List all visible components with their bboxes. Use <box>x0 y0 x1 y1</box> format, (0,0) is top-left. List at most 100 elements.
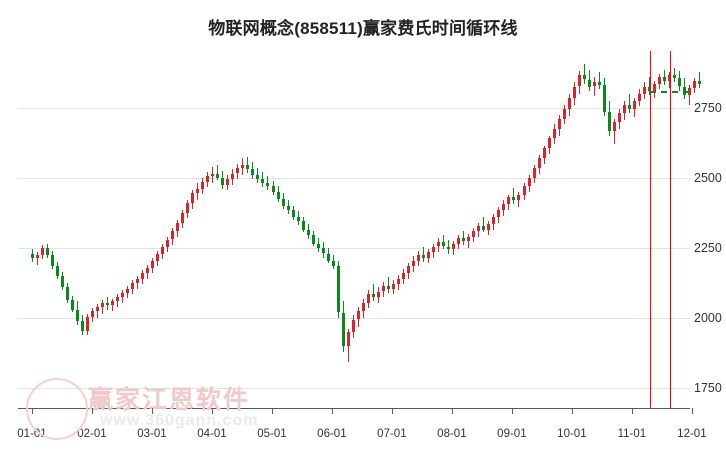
candle-wick <box>674 68 676 83</box>
candle-body <box>502 204 506 210</box>
candle-body <box>492 217 496 225</box>
candle-body <box>542 148 546 159</box>
candle-body <box>567 97 571 109</box>
candle-body <box>592 82 596 87</box>
watermark-url: www.360gann.com <box>100 412 259 429</box>
candle-body <box>472 231 476 237</box>
candle-wick <box>423 246 425 262</box>
plot-area <box>18 51 702 408</box>
candle-body <box>166 239 169 247</box>
candle-wick <box>483 217 485 233</box>
candle-body <box>572 86 576 98</box>
candle-wick <box>36 252 38 265</box>
candle-body <box>386 285 390 289</box>
x-axis-tick-label: 03-01 <box>137 428 167 440</box>
fibonacci-time-line-13 <box>669 51 671 408</box>
candle-body <box>156 253 159 261</box>
x-axis-tick <box>691 408 693 414</box>
candle-body <box>361 302 365 312</box>
candle-body <box>271 186 275 192</box>
candle-body <box>557 118 561 129</box>
candle-body <box>135 278 139 283</box>
candle-body <box>522 186 526 195</box>
candle-body <box>326 253 330 261</box>
candle-body <box>70 299 74 310</box>
candle-body <box>517 194 521 201</box>
candle-wick <box>267 176 269 191</box>
x-axis-tick <box>451 408 453 414</box>
candle-body <box>597 82 601 86</box>
candle-body <box>457 238 461 244</box>
candle-body <box>226 179 230 185</box>
candle-body <box>527 177 531 187</box>
candle-wick <box>513 187 515 205</box>
x-axis-tick-label: 01-01 <box>17 428 47 440</box>
candle-body <box>246 165 250 170</box>
x-axis-tick <box>32 408 33 414</box>
candle-body <box>402 273 405 279</box>
candle-body <box>447 246 451 250</box>
candle-body <box>376 291 380 298</box>
candle-body <box>216 173 220 178</box>
candle-body <box>331 260 335 267</box>
x-axis-tick-label: 02-01 <box>77 428 107 440</box>
candle-body <box>140 273 144 279</box>
candle-body <box>100 302 104 307</box>
chart-title: 物联网概念(858511)赢家费氏时间循环线 <box>208 19 518 38</box>
candle-body <box>663 76 666 81</box>
y-axis-tick-label: 2500 <box>694 170 722 185</box>
candle-body <box>125 288 129 293</box>
gridline <box>18 388 690 390</box>
candle-body <box>110 301 114 306</box>
candle-wick <box>583 64 585 84</box>
x-axis-tick <box>571 408 573 414</box>
x-axis-tick-label: 07-01 <box>377 428 407 440</box>
candle-body <box>477 225 481 232</box>
candle-body <box>688 87 692 95</box>
candle-wick <box>699 72 701 88</box>
candle-body <box>497 210 501 217</box>
candle-body <box>417 255 420 261</box>
candle-wick <box>598 72 600 90</box>
candle-body <box>30 253 34 258</box>
candle-body <box>507 197 511 205</box>
candle-body <box>582 75 586 80</box>
x-axis-tick <box>391 408 393 414</box>
candle-body <box>201 182 205 189</box>
resistance-line <box>649 90 689 93</box>
candle-body <box>341 312 345 347</box>
candle-body <box>622 104 626 114</box>
candle-body <box>627 104 631 109</box>
candle-body <box>422 255 426 258</box>
candle-body <box>547 138 551 149</box>
candle-body <box>75 309 79 321</box>
x-axis-tick <box>212 408 213 414</box>
candle-body <box>356 311 360 320</box>
candle-body <box>211 173 215 177</box>
candle-body <box>151 260 154 268</box>
y-axis-tick-label: 1750 <box>694 381 722 396</box>
candle-wick <box>593 76 595 97</box>
x-axis-tick <box>92 408 93 414</box>
candle-body <box>186 203 190 213</box>
candle-body <box>231 173 235 180</box>
candle-body <box>437 242 441 247</box>
candle-body <box>698 80 702 84</box>
gridline <box>18 107 690 109</box>
candle-body <box>181 212 185 223</box>
candle-body <box>607 111 611 132</box>
candle-body <box>261 179 265 184</box>
x-axis-tick-label: 05-01 <box>257 428 287 440</box>
candle-body <box>196 189 200 194</box>
candle-body <box>316 243 320 248</box>
candle-wick <box>372 284 374 302</box>
candle-body <box>653 83 656 91</box>
candle-body <box>241 165 245 168</box>
y-axis-tick-label: 2250 <box>694 240 722 255</box>
candle-body <box>105 302 109 306</box>
candle-body <box>65 287 69 300</box>
candle-body <box>371 294 375 298</box>
candle-body <box>115 297 119 302</box>
candle-body <box>678 78 682 87</box>
candle-body <box>552 128 556 139</box>
